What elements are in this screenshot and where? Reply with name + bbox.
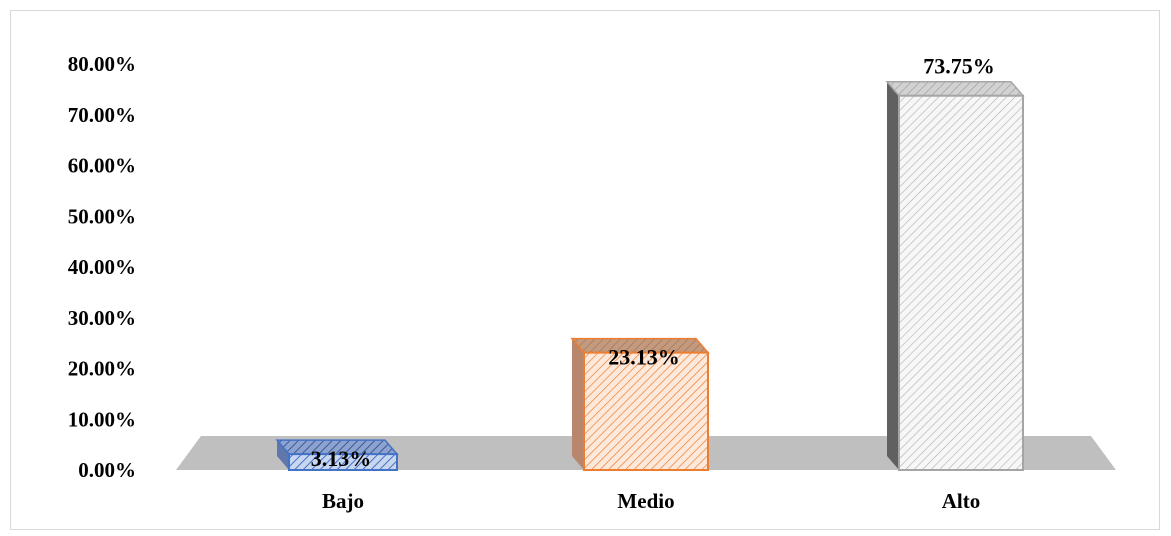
x-tick-label-bajo: Bajo bbox=[322, 489, 364, 513]
data-label-bajo: 3.13% bbox=[311, 446, 372, 471]
y-tick-label: 0.00% bbox=[78, 458, 136, 482]
bars-group bbox=[275, 80, 1025, 472]
y-tick-label: 50.00% bbox=[68, 204, 136, 228]
y-tick-label: 10.00% bbox=[68, 407, 136, 431]
bar-alto-front bbox=[898, 94, 1024, 471]
bar-alto bbox=[885, 80, 1025, 471]
y-tick-label: 40.00% bbox=[68, 255, 136, 279]
y-axis: 0.00% 10.00% 20.00% 30.00% 40.00% 50.00% 60.00… bbox=[68, 52, 136, 482]
category-labels: Bajo Medio Alto bbox=[322, 489, 980, 513]
y-tick-label: 70.00% bbox=[68, 103, 136, 127]
y-tick-label: 20.00% bbox=[68, 357, 136, 381]
y-tick-label: 60.00% bbox=[68, 154, 136, 178]
bar-alto-side bbox=[887, 81, 899, 470]
bar-medio-side bbox=[572, 338, 584, 470]
bar-alto-top bbox=[885, 80, 1025, 97]
y-tick-label: 80.00% bbox=[68, 52, 136, 76]
y-tick-label: 30.00% bbox=[68, 306, 136, 330]
bar-medio bbox=[570, 337, 710, 472]
data-labels: 3.13% 23.13% 73.75% bbox=[311, 54, 995, 471]
data-label-alto: 73.75% bbox=[923, 54, 995, 79]
bar-bajo bbox=[275, 439, 399, 472]
bar-medio-front bbox=[583, 351, 709, 472]
bar-bajo-front bbox=[288, 453, 398, 472]
x-tick-label-alto: Alto bbox=[942, 489, 981, 513]
x-tick-label-medio: Medio bbox=[617, 489, 674, 513]
bar-bajo-side bbox=[277, 440, 289, 470]
data-label-medio: 23.13% bbox=[608, 345, 680, 370]
